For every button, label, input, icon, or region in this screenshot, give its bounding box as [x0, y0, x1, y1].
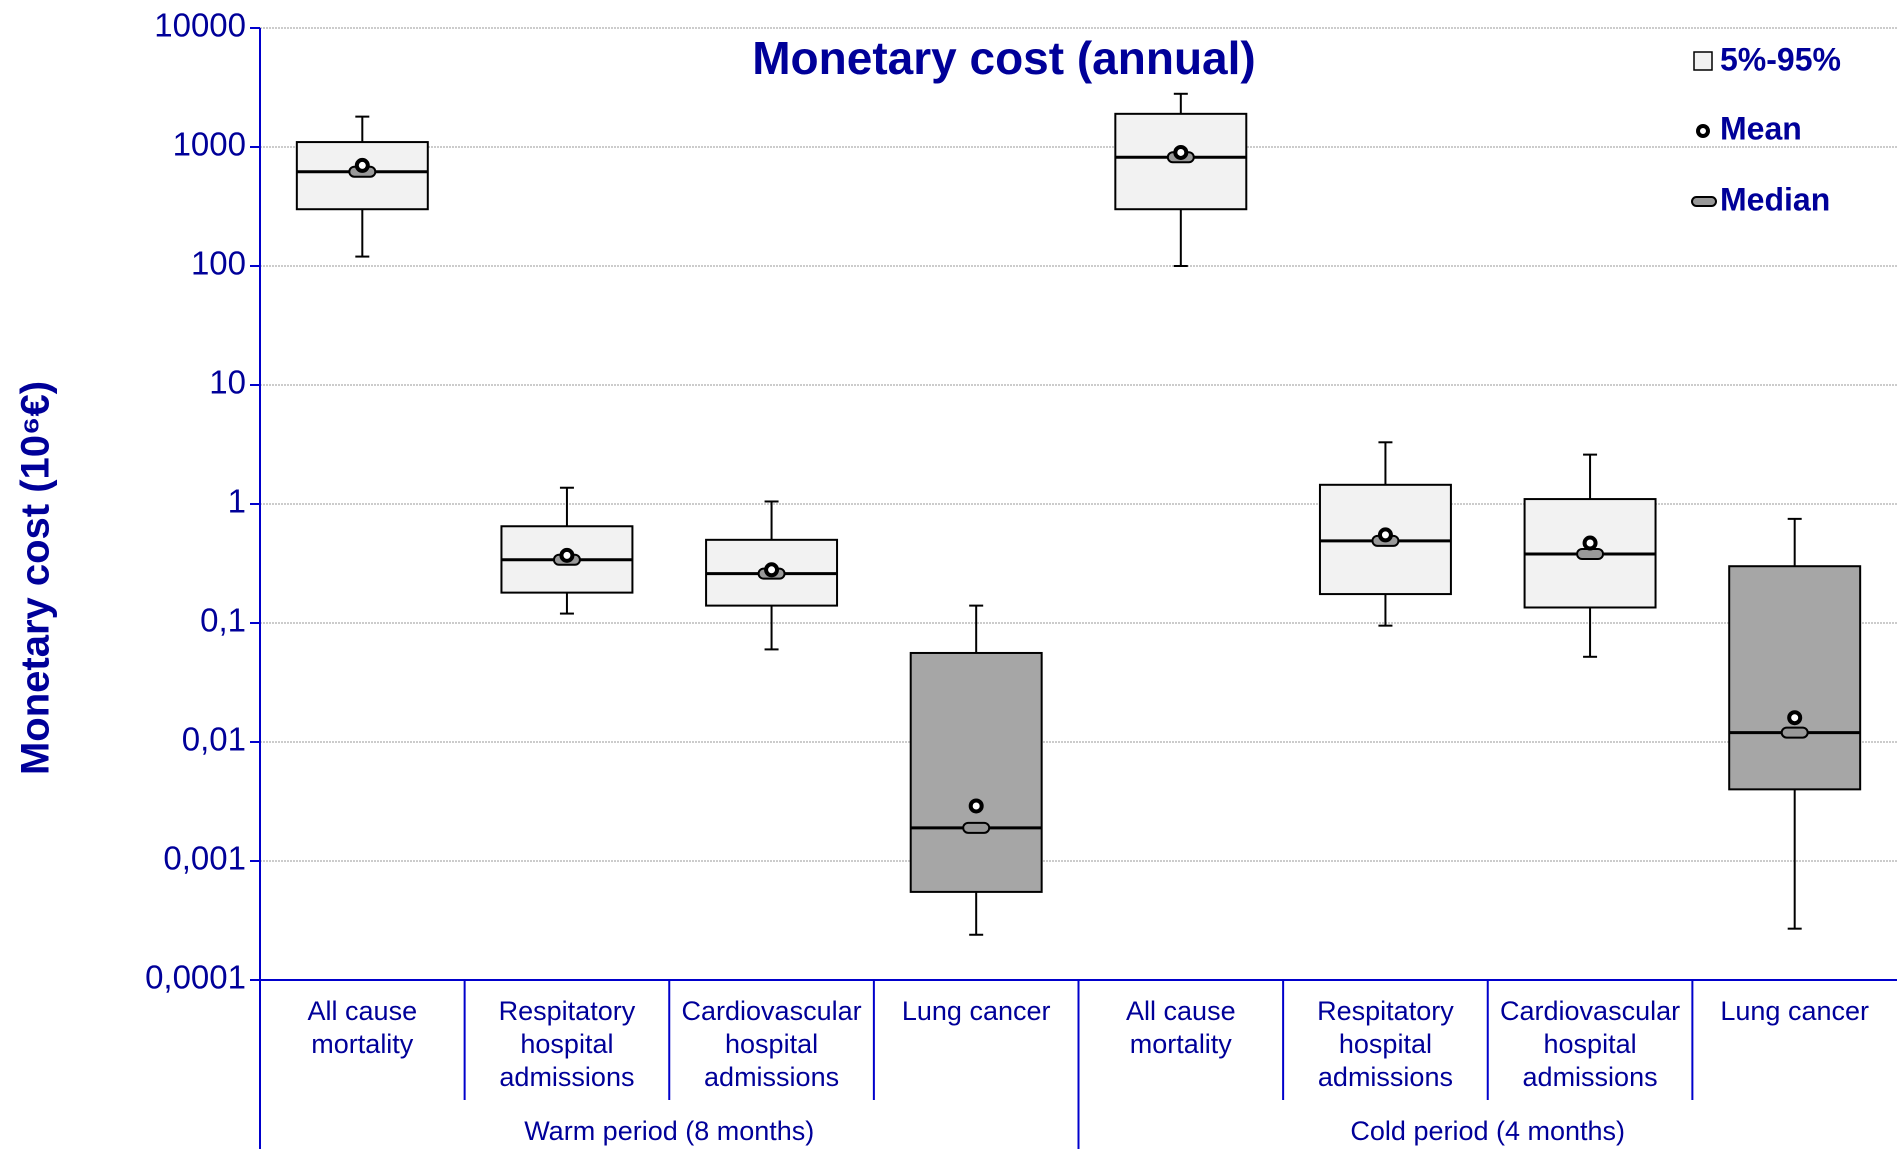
x-tick-label: Respitatory hospital admissions	[498, 996, 636, 1092]
y-tick-label: 0,1	[200, 602, 246, 639]
y-tick-label: 0,0001	[145, 959, 246, 996]
legend-median-swatch	[1691, 196, 1717, 207]
y-tick-label: 0,01	[182, 721, 246, 758]
median-marker	[962, 821, 991, 834]
y-tick-label: 100	[191, 245, 246, 282]
y-tick-label: 10	[209, 364, 246, 401]
legend-label: Median	[1720, 181, 1830, 217]
mean-marker	[764, 562, 780, 578]
mean-marker	[1787, 710, 1803, 726]
mean-marker	[968, 798, 984, 814]
mean-marker	[559, 547, 575, 563]
mean-marker	[354, 157, 370, 173]
legend-label: 5%-95%	[1720, 41, 1841, 77]
legend-label: Mean	[1720, 110, 1802, 146]
y-tick-label: 10000	[154, 7, 246, 44]
box	[909, 651, 1043, 893]
mean-marker	[1377, 527, 1393, 543]
median-marker	[1780, 726, 1809, 739]
x-tick-label: Lung cancer	[901, 996, 1051, 1026]
box	[1728, 565, 1862, 791]
x-tick-label: Cardiovascular hospital admissions	[1500, 996, 1681, 1092]
chart-title: Monetary cost (annual)	[752, 32, 1256, 84]
legend-mean-swatch	[1696, 124, 1710, 138]
mean-marker	[1582, 535, 1598, 551]
y-tick-label: 1	[228, 483, 246, 520]
y-tick-label: 0,001	[163, 840, 246, 877]
x-tick-label: Cardiovascular hospital admissions	[681, 996, 862, 1092]
y-axis-label: Monetary cost (10⁶€)	[14, 381, 58, 775]
mean-marker	[1173, 144, 1189, 160]
y-tick-label: 1000	[173, 126, 246, 163]
x-tick-label: All cause mortality	[307, 996, 418, 1059]
group-label: Warm period (8 months)	[524, 1116, 815, 1146]
x-tick-label: Lung cancer	[1720, 996, 1869, 1026]
legend-box-swatch	[1693, 51, 1713, 71]
group-label: Cold period (4 months)	[1350, 1116, 1626, 1146]
x-tick-label: All cause mortality	[1126, 996, 1236, 1059]
x-tick-label: Respitatory hospital admissions	[1317, 996, 1454, 1092]
box	[1114, 112, 1248, 211]
